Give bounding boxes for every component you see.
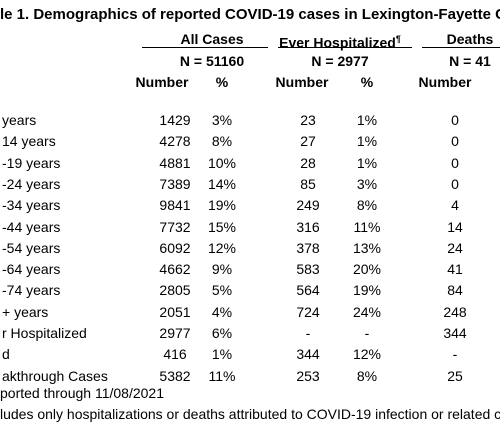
cell: 8% bbox=[356, 197, 378, 214]
cell: 4 bbox=[451, 197, 459, 214]
row-label: -34 years bbox=[2, 197, 61, 214]
group-header: Ever Hospitalized¶ bbox=[279, 30, 401, 52]
cell: 8% bbox=[356, 367, 378, 384]
cell: 20% bbox=[352, 261, 382, 278]
cell: 1429 bbox=[159, 112, 191, 128]
row-label: -54 years bbox=[2, 239, 61, 256]
cell: 4% bbox=[211, 303, 233, 320]
cell: 10% bbox=[207, 154, 237, 171]
column-header: % bbox=[215, 74, 229, 90]
row-label: -64 years bbox=[2, 261, 61, 278]
cell: 12% bbox=[207, 239, 237, 256]
cell: 11% bbox=[353, 218, 381, 235]
row-label: d bbox=[2, 346, 10, 363]
row-label: -74 years bbox=[2, 282, 61, 299]
cell: 15% bbox=[207, 218, 237, 235]
cell: 14% bbox=[207, 175, 237, 192]
row-label: -19 years bbox=[2, 154, 61, 171]
cell: 1% bbox=[356, 112, 378, 128]
row-label: 14 years bbox=[2, 133, 56, 150]
cell: 0 bbox=[451, 112, 459, 128]
cell: 7732 bbox=[159, 218, 191, 235]
cell: 1% bbox=[356, 154, 378, 171]
underline bbox=[278, 47, 412, 48]
cell: 4881 bbox=[159, 154, 191, 171]
underline bbox=[422, 47, 500, 48]
cell: - bbox=[364, 325, 370, 341]
cell: 13% bbox=[352, 239, 382, 256]
cell: 3% bbox=[211, 112, 233, 128]
cell: 416 bbox=[163, 346, 187, 363]
cell: 344 bbox=[443, 325, 467, 341]
cell: 84 bbox=[447, 282, 463, 299]
footnote: ludes only hospitalizations or deaths at… bbox=[0, 406, 500, 422]
cell: 25 bbox=[447, 367, 463, 384]
cell: 19% bbox=[207, 197, 237, 214]
group-n: N = 51160 bbox=[179, 53, 245, 69]
cell: 2051 bbox=[159, 303, 191, 320]
cell: 344 bbox=[296, 346, 320, 363]
cell: 4278 bbox=[159, 133, 191, 150]
cell: 9% bbox=[211, 261, 233, 278]
column-header: Number bbox=[418, 74, 472, 90]
cell: 4662 bbox=[159, 261, 191, 278]
row-label: years bbox=[2, 112, 37, 128]
cell: 0 bbox=[451, 175, 459, 192]
group-n: N = 2977 bbox=[311, 53, 369, 69]
cell: 2805 bbox=[159, 282, 191, 299]
cell: 0 bbox=[451, 154, 459, 171]
cell: 3% bbox=[356, 175, 378, 192]
column-header: Number bbox=[275, 74, 329, 90]
cell: 8% bbox=[211, 133, 233, 150]
row-label: akthrough Cases bbox=[2, 367, 108, 384]
cell: 1% bbox=[356, 133, 378, 150]
cell: 27 bbox=[300, 133, 316, 150]
cell: 23 bbox=[300, 112, 316, 128]
column-header: Number bbox=[135, 74, 189, 90]
column-header: % bbox=[360, 74, 374, 90]
cell: 378 bbox=[296, 239, 320, 256]
cell: 14 bbox=[447, 218, 463, 235]
cell: 9841 bbox=[159, 197, 191, 214]
cell: 24 bbox=[447, 239, 463, 256]
underline bbox=[142, 47, 268, 48]
cell: - bbox=[452, 346, 458, 363]
footnote: ported through 11/08/2021 bbox=[0, 385, 164, 401]
cell: 85 bbox=[300, 175, 316, 192]
group-header: Deaths bbox=[446, 31, 494, 47]
group-header: All Cases bbox=[180, 31, 244, 47]
cell: 249 bbox=[296, 197, 320, 214]
cell: 19% bbox=[352, 282, 382, 299]
cell: 11% bbox=[208, 367, 236, 384]
row-label: -24 years bbox=[2, 175, 61, 192]
cell: 316 bbox=[296, 218, 320, 235]
footnote-mark: ¶ bbox=[395, 34, 401, 44]
cell: 724 bbox=[296, 303, 320, 320]
cell: 583 bbox=[296, 261, 320, 278]
group-header-text: Ever Hospitalized bbox=[279, 34, 396, 51]
cell: 2977 bbox=[159, 325, 191, 341]
row-label: + years bbox=[2, 303, 49, 320]
cell: 564 bbox=[296, 282, 320, 299]
cell: - bbox=[305, 325, 311, 341]
cell: 253 bbox=[296, 367, 320, 384]
cell: 24% bbox=[352, 303, 382, 320]
cell: 248 bbox=[443, 303, 467, 320]
cell: 0 bbox=[451, 133, 459, 150]
table-title: le 1. Demographics of reported COVID-19 … bbox=[0, 6, 500, 23]
cell: 12% bbox=[352, 346, 382, 363]
row-label: r Hospitalized bbox=[2, 325, 87, 341]
group-n: N = 41 bbox=[449, 53, 491, 69]
cell: 7389 bbox=[159, 175, 191, 192]
cell: 1% bbox=[211, 346, 233, 363]
row-label: -44 years bbox=[2, 218, 61, 235]
cell: 6% bbox=[211, 325, 233, 341]
cell: 5382 bbox=[159, 367, 191, 384]
cell: 41 bbox=[447, 261, 463, 278]
cell: 6092 bbox=[159, 239, 191, 256]
cell: 28 bbox=[300, 154, 316, 171]
cell: 5% bbox=[211, 282, 233, 299]
